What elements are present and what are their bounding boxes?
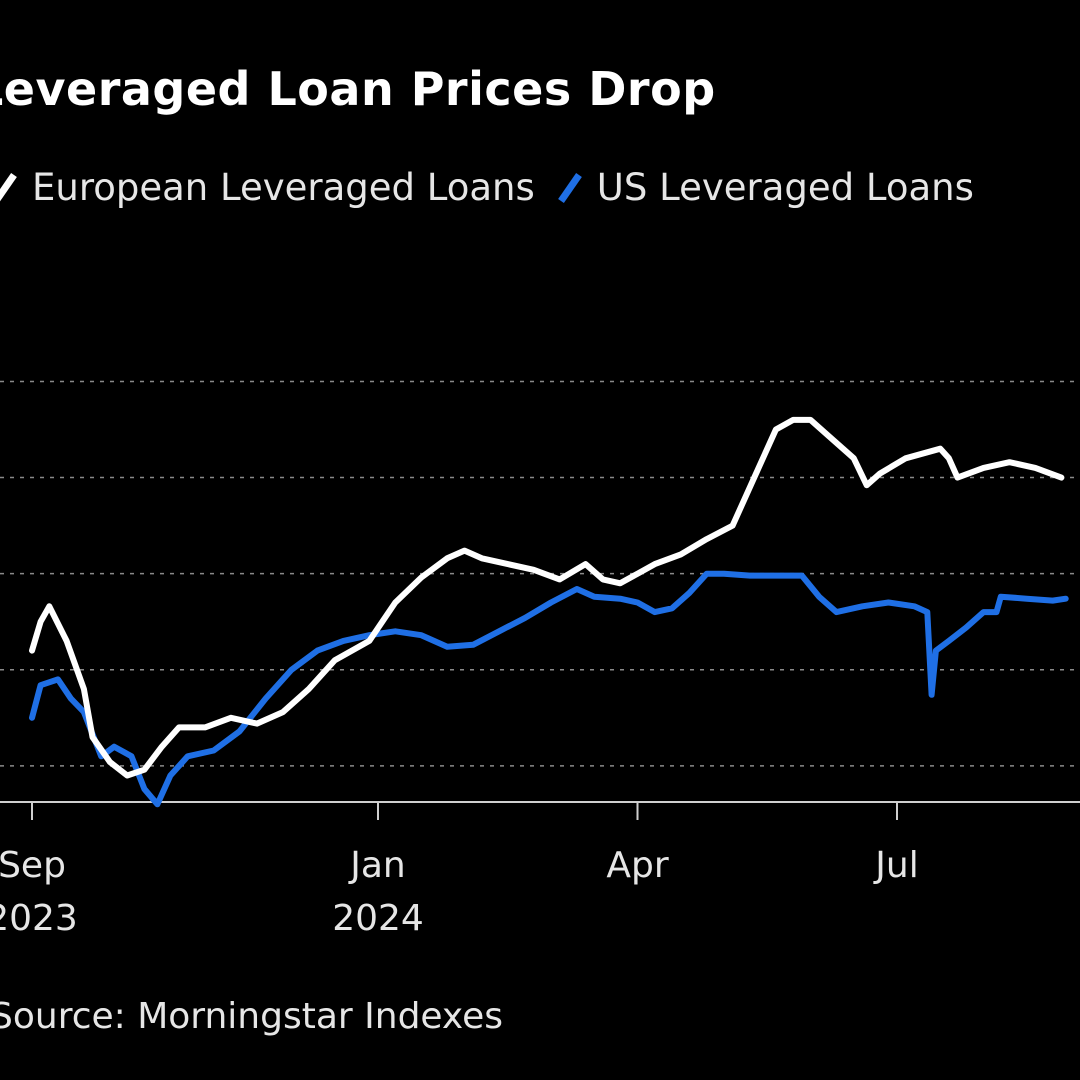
source-note: Source: Morningstar Indexes <box>0 996 504 1037</box>
series-line-us <box>29 570 1069 808</box>
x-tick-label-1: Jan <box>348 845 406 886</box>
legend-label-european: European Leveraged Loans <box>32 165 535 209</box>
legend-label-us: US Leveraged Loans <box>596 165 974 209</box>
legend-item-european: European Leveraged Loans <box>0 166 535 209</box>
chart-title: Leveraged Loan Prices Drop <box>0 62 716 116</box>
x-axis-ticks: Sep 2023 Jan 2024 Apr Jul <box>0 802 919 939</box>
series <box>29 416 1069 808</box>
x-tick-year-0: 2023 <box>0 898 78 939</box>
legend-swatch-us <box>557 173 582 203</box>
series-line-european <box>29 416 1065 779</box>
x-tick-year-1: 2024 <box>332 898 424 939</box>
legend: European Leveraged Loans US Leveraged Lo… <box>0 164 996 210</box>
x-tick-label-3: Jul <box>873 845 918 886</box>
x-tick-label-2: Apr <box>606 845 668 886</box>
x-tick-label-0: Sep <box>0 845 66 886</box>
legend-swatch-european <box>0 173 17 202</box>
legend-item-us: US Leveraged Loans <box>557 166 974 209</box>
